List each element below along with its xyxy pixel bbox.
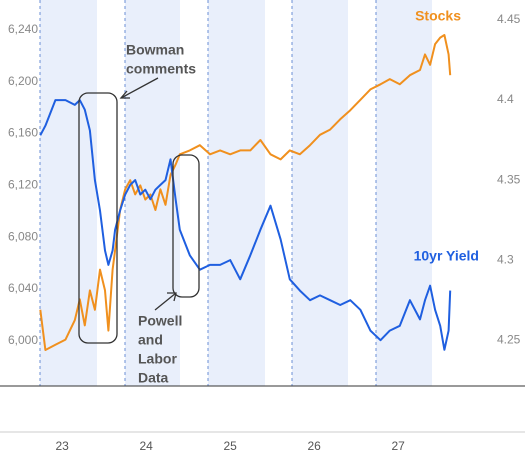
- annotation-text: Data: [138, 370, 169, 386]
- annotation-box: [78, 92, 118, 344]
- series-line: [39, 34, 452, 351]
- series-line: [39, 99, 452, 351]
- arrowhead: [167, 292, 177, 302]
- arrowhead: [119, 90, 130, 99]
- x-tick-label: 27: [391, 439, 405, 453]
- series-label: Stocks: [415, 8, 461, 24]
- x-tick-label: 25: [223, 439, 237, 453]
- annotation-arrow: [120, 77, 159, 99]
- y2-tick-label: 4.3: [497, 252, 514, 266]
- x-tick-label: 24: [139, 439, 153, 453]
- y2-tick-label: 4.25: [497, 332, 521, 346]
- x-tick-label: 23: [55, 439, 69, 453]
- annotation-text: Labor: [138, 351, 177, 367]
- series-layer: [39, 34, 452, 351]
- session-bands: [40, 0, 432, 386]
- annotation-text: comments: [126, 61, 196, 77]
- annotation-box: [172, 154, 200, 298]
- session-band: [40, 0, 97, 386]
- y-tick-label: 6,080: [8, 229, 38, 243]
- annotation-text: and: [138, 332, 163, 348]
- annotation-text: Bowman: [126, 42, 184, 58]
- y2-tick-label: 4.45: [497, 12, 521, 26]
- annotation-text: Powell: [138, 313, 182, 329]
- x-tick-label: 26: [307, 439, 321, 453]
- y-tick-label: 6,200: [8, 74, 38, 88]
- series-label: 10yr Yield: [414, 248, 479, 264]
- annotation-arrow: [154, 292, 177, 311]
- y-tick-label: 6,240: [8, 22, 38, 36]
- y-tick-label: 6,040: [8, 281, 38, 295]
- y-tick-label: 6,160: [8, 126, 38, 140]
- y2-tick-label: 4.4: [497, 92, 514, 106]
- y-tick-label: 6,120: [8, 178, 38, 192]
- y2-tick-label: 4.35: [497, 172, 521, 186]
- annotation-shapes: [78, 77, 200, 344]
- session-band: [208, 0, 265, 386]
- y-tick-label: 6,000: [8, 333, 38, 347]
- session-band: [292, 0, 348, 386]
